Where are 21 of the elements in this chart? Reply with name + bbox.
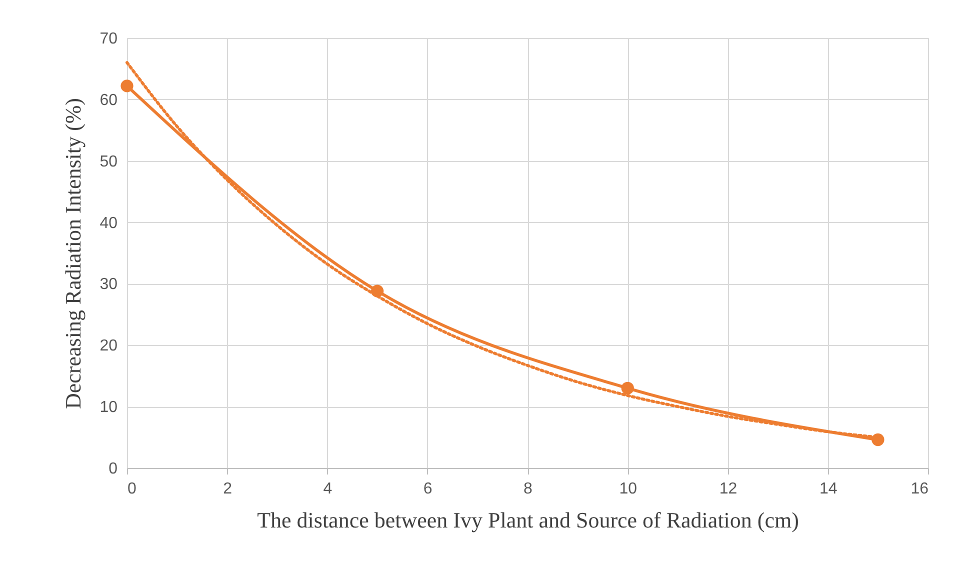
y-tick-label: 40 — [100, 214, 118, 232]
x-tick-label: 16 — [910, 480, 929, 498]
x-tick-label: 12 — [719, 480, 738, 498]
y-axis-title: Decreasing Radiation Intensity (%) — [60, 98, 86, 409]
x-axis-title: The distance between Ivy Plant and Source of Radiation (cm) — [257, 508, 799, 532]
y-tick-label: 20 — [100, 338, 118, 355]
y-tick-label: 10 — [100, 399, 118, 416]
x-tick-label: 6 — [423, 480, 432, 498]
point — [621, 382, 634, 394]
x-tick-label: 10 — [619, 480, 638, 498]
x-tick-label: 0 — [128, 480, 136, 498]
y-tick-label: 50 — [100, 153, 118, 170]
point — [120, 80, 134, 92]
x-tick-label: 2 — [223, 480, 232, 498]
x-tick-label: 4 — [323, 480, 332, 498]
y-tick-label: 0 — [108, 460, 118, 478]
y-tick-label: 70 — [100, 30, 118, 48]
y-tick-label: 30 — [100, 276, 118, 294]
x-tick-label: 14 — [819, 480, 838, 498]
y-tick-label: 60 — [100, 92, 118, 109]
x-tick-label: 8 — [524, 480, 533, 498]
